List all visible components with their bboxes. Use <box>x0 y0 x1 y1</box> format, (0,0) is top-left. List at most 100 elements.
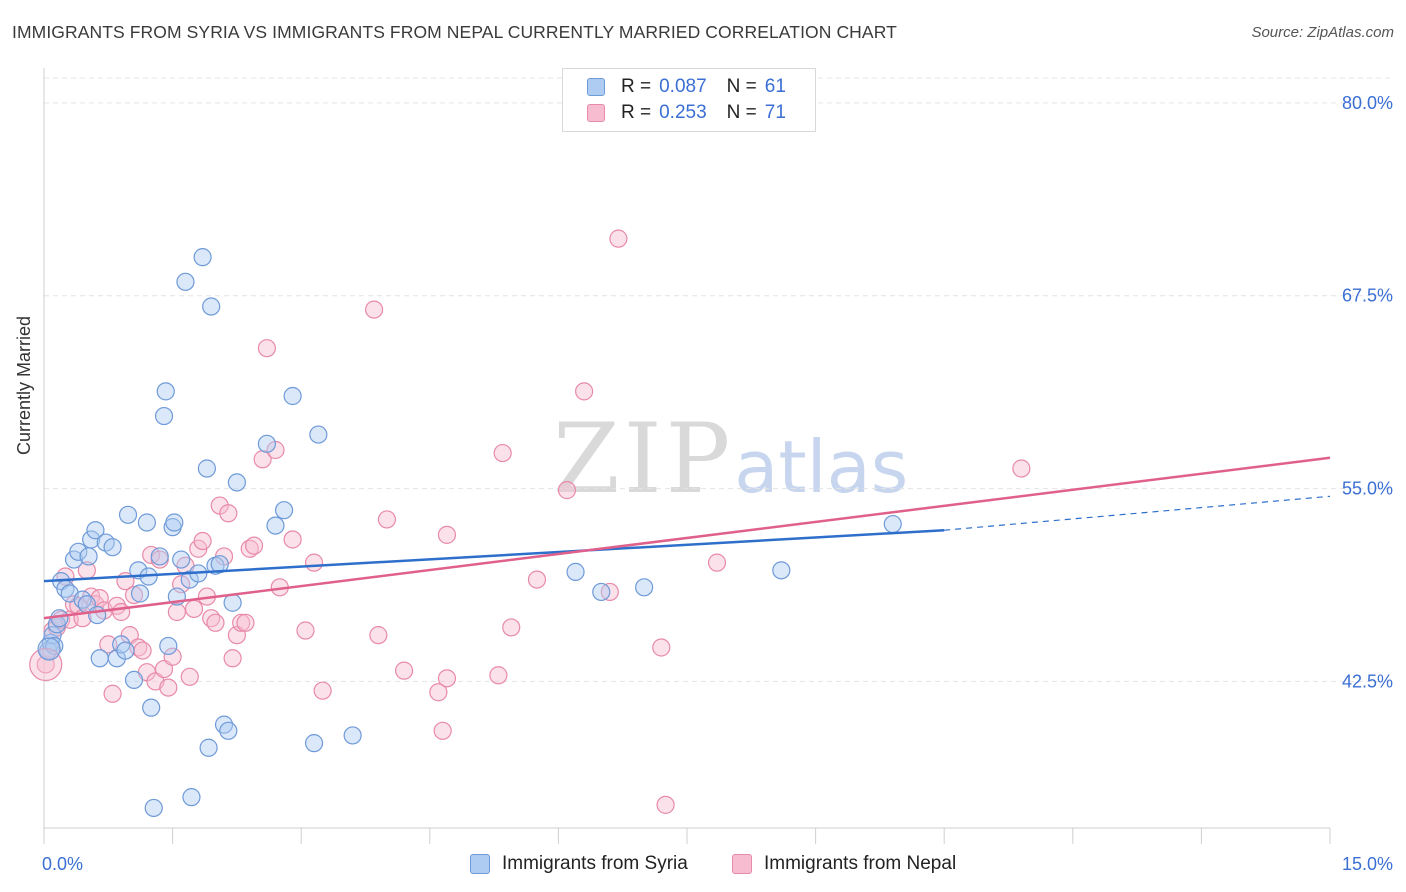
nepal-point <box>304 553 324 572</box>
nepal-point <box>557 481 577 500</box>
nepal-point <box>184 599 204 619</box>
nepal-point <box>437 525 457 544</box>
nepal-point <box>99 635 118 654</box>
syria-point <box>86 521 105 540</box>
nepal-point <box>1012 459 1031 478</box>
nepal-point <box>124 585 144 605</box>
y-tick-label: 67.5% <box>1342 286 1393 306</box>
chart-source: Source: ZipAtlas.com <box>1251 24 1394 41</box>
syria-point <box>182 788 201 807</box>
nepal-point <box>103 684 122 703</box>
syria-point <box>142 698 161 717</box>
syria-point <box>283 386 302 406</box>
syria-point <box>176 272 195 291</box>
nepal-point <box>313 681 332 700</box>
syria-point <box>150 547 169 566</box>
syria-point <box>88 605 107 625</box>
nepal-point <box>437 669 457 688</box>
nepal-point <box>236 613 255 632</box>
legend-bottom-nepal: Immigrants from Nepal <box>732 850 956 878</box>
x-tick-label-max: 15.0% <box>1342 854 1393 874</box>
legend-bottom-label-syria: Immigrants from Syria <box>502 853 688 874</box>
nepal-point <box>296 621 315 640</box>
legend-n-value-syria: 61 <box>764 76 786 97</box>
y-axis-label: Currently Married <box>14 315 34 455</box>
syria-point <box>274 501 294 520</box>
nepal-point <box>257 339 277 358</box>
nepal-point <box>493 443 512 463</box>
nepal-point <box>707 553 727 572</box>
nepal-point <box>394 661 414 680</box>
syria-point <box>210 555 229 574</box>
syria-point <box>304 734 324 753</box>
syria-point <box>116 641 135 660</box>
nepal-point <box>180 667 199 686</box>
nepal-point <box>283 530 302 549</box>
nepal-point <box>369 626 388 645</box>
nepal-point <box>433 721 452 740</box>
y-tick-label: 42.5% <box>1342 671 1393 691</box>
nepal-point <box>159 678 178 697</box>
nepal-point <box>575 382 594 401</box>
syria-point <box>172 550 191 569</box>
syria-point <box>69 542 88 561</box>
syria-point <box>883 514 902 534</box>
nepal-point <box>244 536 264 555</box>
y-tick-label: 55.0% <box>1342 479 1393 499</box>
syria-point <box>635 578 654 597</box>
syria-point <box>144 798 163 818</box>
syria-point <box>82 530 101 549</box>
syria-point <box>223 593 242 612</box>
syria-point <box>45 636 64 656</box>
syria-point <box>199 738 218 757</box>
chart-title: IMMIGRANTS FROM SYRIA VS IMMIGRANTS FROM… <box>12 22 897 42</box>
syria-point <box>566 562 585 581</box>
syria-point <box>90 649 109 668</box>
legend-bottom-syria: Immigrants from Syria <box>470 850 688 878</box>
y-tick-label: 80.0% <box>1342 93 1393 113</box>
legend-n-label: N = <box>726 76 757 97</box>
nepal-point-cluster <box>29 647 63 682</box>
syria-point <box>124 670 144 689</box>
nepal-point <box>652 638 671 657</box>
syria-point <box>197 459 216 478</box>
legend-bottom-swatch-nepal <box>732 854 752 874</box>
syria-point <box>266 516 285 535</box>
syria-point <box>592 582 611 602</box>
legend-top: R = 0.087 N = 61 R = 0.253 N = 71 <box>562 68 816 132</box>
legend-bottom-swatch-syria <box>470 854 490 874</box>
syria-point <box>79 547 98 566</box>
syria-point <box>309 425 328 444</box>
legend-swatch-nepal <box>587 104 605 122</box>
syria-point <box>137 513 156 532</box>
syria-point <box>227 473 246 492</box>
syria-point <box>165 513 184 532</box>
nepal-point <box>232 613 251 632</box>
nepal-point <box>133 641 152 660</box>
legend-n-label: N = <box>726 102 757 123</box>
syria-point <box>772 561 791 580</box>
nepal-trend-line <box>43 456 1331 620</box>
nepal-point <box>656 795 675 814</box>
syria-point <box>118 505 138 524</box>
syria-point <box>156 382 175 401</box>
syria-point <box>202 297 221 316</box>
nepal-point <box>163 647 182 666</box>
legend-bottom-label-nepal: Immigrants from Nepal <box>764 853 957 874</box>
nepal-point <box>429 683 448 702</box>
syria-trend-line <box>43 528 945 583</box>
legend-top-row-syria: R = 0.087 N = 61 <box>587 75 786 99</box>
legend-r-label: R = <box>621 102 652 123</box>
legend-n-value-nepal: 71 <box>764 102 786 123</box>
syria-point <box>257 434 277 453</box>
nepal-point <box>112 602 131 622</box>
legend-top-row-nepal: R = 0.253 N = 71 <box>587 101 786 125</box>
syria-point <box>130 584 150 603</box>
legend-r-label: R = <box>621 76 652 97</box>
nepal-point <box>223 649 242 668</box>
legend-swatch-syria <box>587 78 605 96</box>
nepal-point <box>206 613 225 632</box>
nepal-point <box>527 570 547 589</box>
nepal-point <box>154 659 174 679</box>
